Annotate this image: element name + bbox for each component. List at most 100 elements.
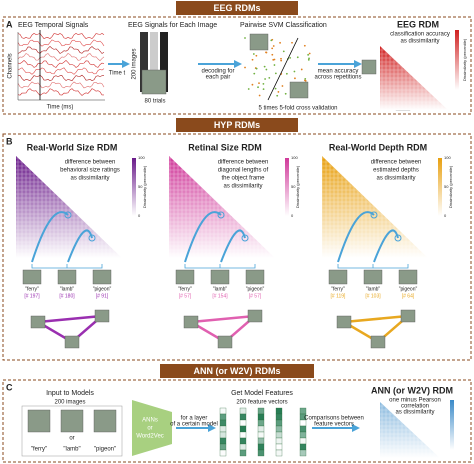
feature-cell [299,425,307,433]
text: 200 images [54,400,85,406]
point [304,77,307,80]
text: of a certain model [170,422,218,428]
wave [17,59,105,68]
point [262,88,265,91]
point [277,91,280,93]
text: Time t [109,71,126,77]
colorbar-label: Dissimilarity (percentile) [462,38,467,81]
text: decoding for [201,69,234,75]
marker [241,234,249,242]
colorbar-tick: 100 [444,155,451,160]
feature-cell [219,449,227,457]
text: as dissimilarity [395,410,434,416]
rdm-title: Real-World Size RDM [27,142,118,152]
feature-cell [275,407,283,415]
object-value: [# 91] [96,293,109,299]
feature-cell [299,407,307,415]
point [262,82,265,85]
text: "ferry" [31,447,47,453]
object-value: [# 57] [249,293,262,299]
colorbar [132,158,136,216]
banner-text: HYP RDMs [214,120,260,130]
text: Word2Vec [136,434,164,440]
thumbnail [210,269,230,285]
object-name: "ferry" [331,286,345,292]
panel-label: B [6,136,13,146]
feature-cell [275,437,283,445]
text: across repetitions [314,75,361,81]
panel-label: C [6,382,13,392]
text: for a layer [181,416,208,422]
point [274,87,277,90]
marker [370,211,378,219]
object-name: "lamb" [366,286,381,292]
text: correlation [401,404,429,410]
point [257,86,259,89]
point [280,57,282,60]
point [307,53,310,56]
colorbar-label: Dissimilarity (percentile) [448,165,453,208]
text: feature vectors [314,422,354,428]
feature-cell [219,407,227,415]
thumbnail [328,269,348,285]
panel [2,16,472,115]
feature-cell [275,419,283,427]
feature-cell [239,449,247,457]
description: difference between [65,160,116,166]
text: EEG Temporal Signals [18,22,89,29]
point [265,68,268,71]
feature-cell [299,443,307,451]
point [271,53,274,56]
text: "pigeon" [94,447,116,453]
colorbar-tick: 50 [291,184,296,189]
point [293,70,296,73]
node [30,315,46,329]
bracket [31,264,103,269]
marker [88,234,96,242]
thumbnail [175,269,195,285]
point [307,58,310,61]
feature-cell [257,425,265,433]
text: Comparisons between [304,416,364,422]
description: difference between [371,160,422,166]
colorbar-tick: 0 [291,213,294,218]
text: as dissimilarity [400,39,439,45]
feature-cell [257,419,265,427]
feature-cell [257,431,265,439]
feature-cell [219,413,227,421]
point [282,50,285,53]
wave [17,67,105,75]
point [244,66,246,69]
text: each pair [206,75,231,81]
colorbar-tick: 50 [138,184,143,189]
point [303,44,306,47]
text: Input to Models [46,390,94,397]
description: diagonal lengths of [218,168,269,174]
node [247,309,263,323]
point [247,88,250,90]
colorbar-label: Dissimilarity (percentile) [295,165,300,208]
text: EEG Signals for Each Image [128,22,217,29]
thumbnail [363,269,383,285]
point [263,65,266,68]
wave [17,74,105,82]
point [244,37,246,39]
text: one minus Pearson [389,398,441,404]
network [34,314,106,344]
colorbar-tick: 0 [444,213,447,218]
svm-scatter [244,37,311,97]
arc [337,211,375,263]
feature-cell [239,413,247,421]
text: 200 feature vectors [236,400,287,406]
point [294,77,296,80]
thumbnail [245,269,265,285]
feature-cell [257,443,265,451]
point [268,76,271,79]
feature-cell [275,449,283,457]
colorbar-tick: 50 [444,184,449,189]
banner [160,364,314,378]
object-name: "pigeon" [399,286,418,292]
description: estimated depths [373,168,419,174]
feature-cell [275,443,283,451]
feature-cell [219,419,227,427]
